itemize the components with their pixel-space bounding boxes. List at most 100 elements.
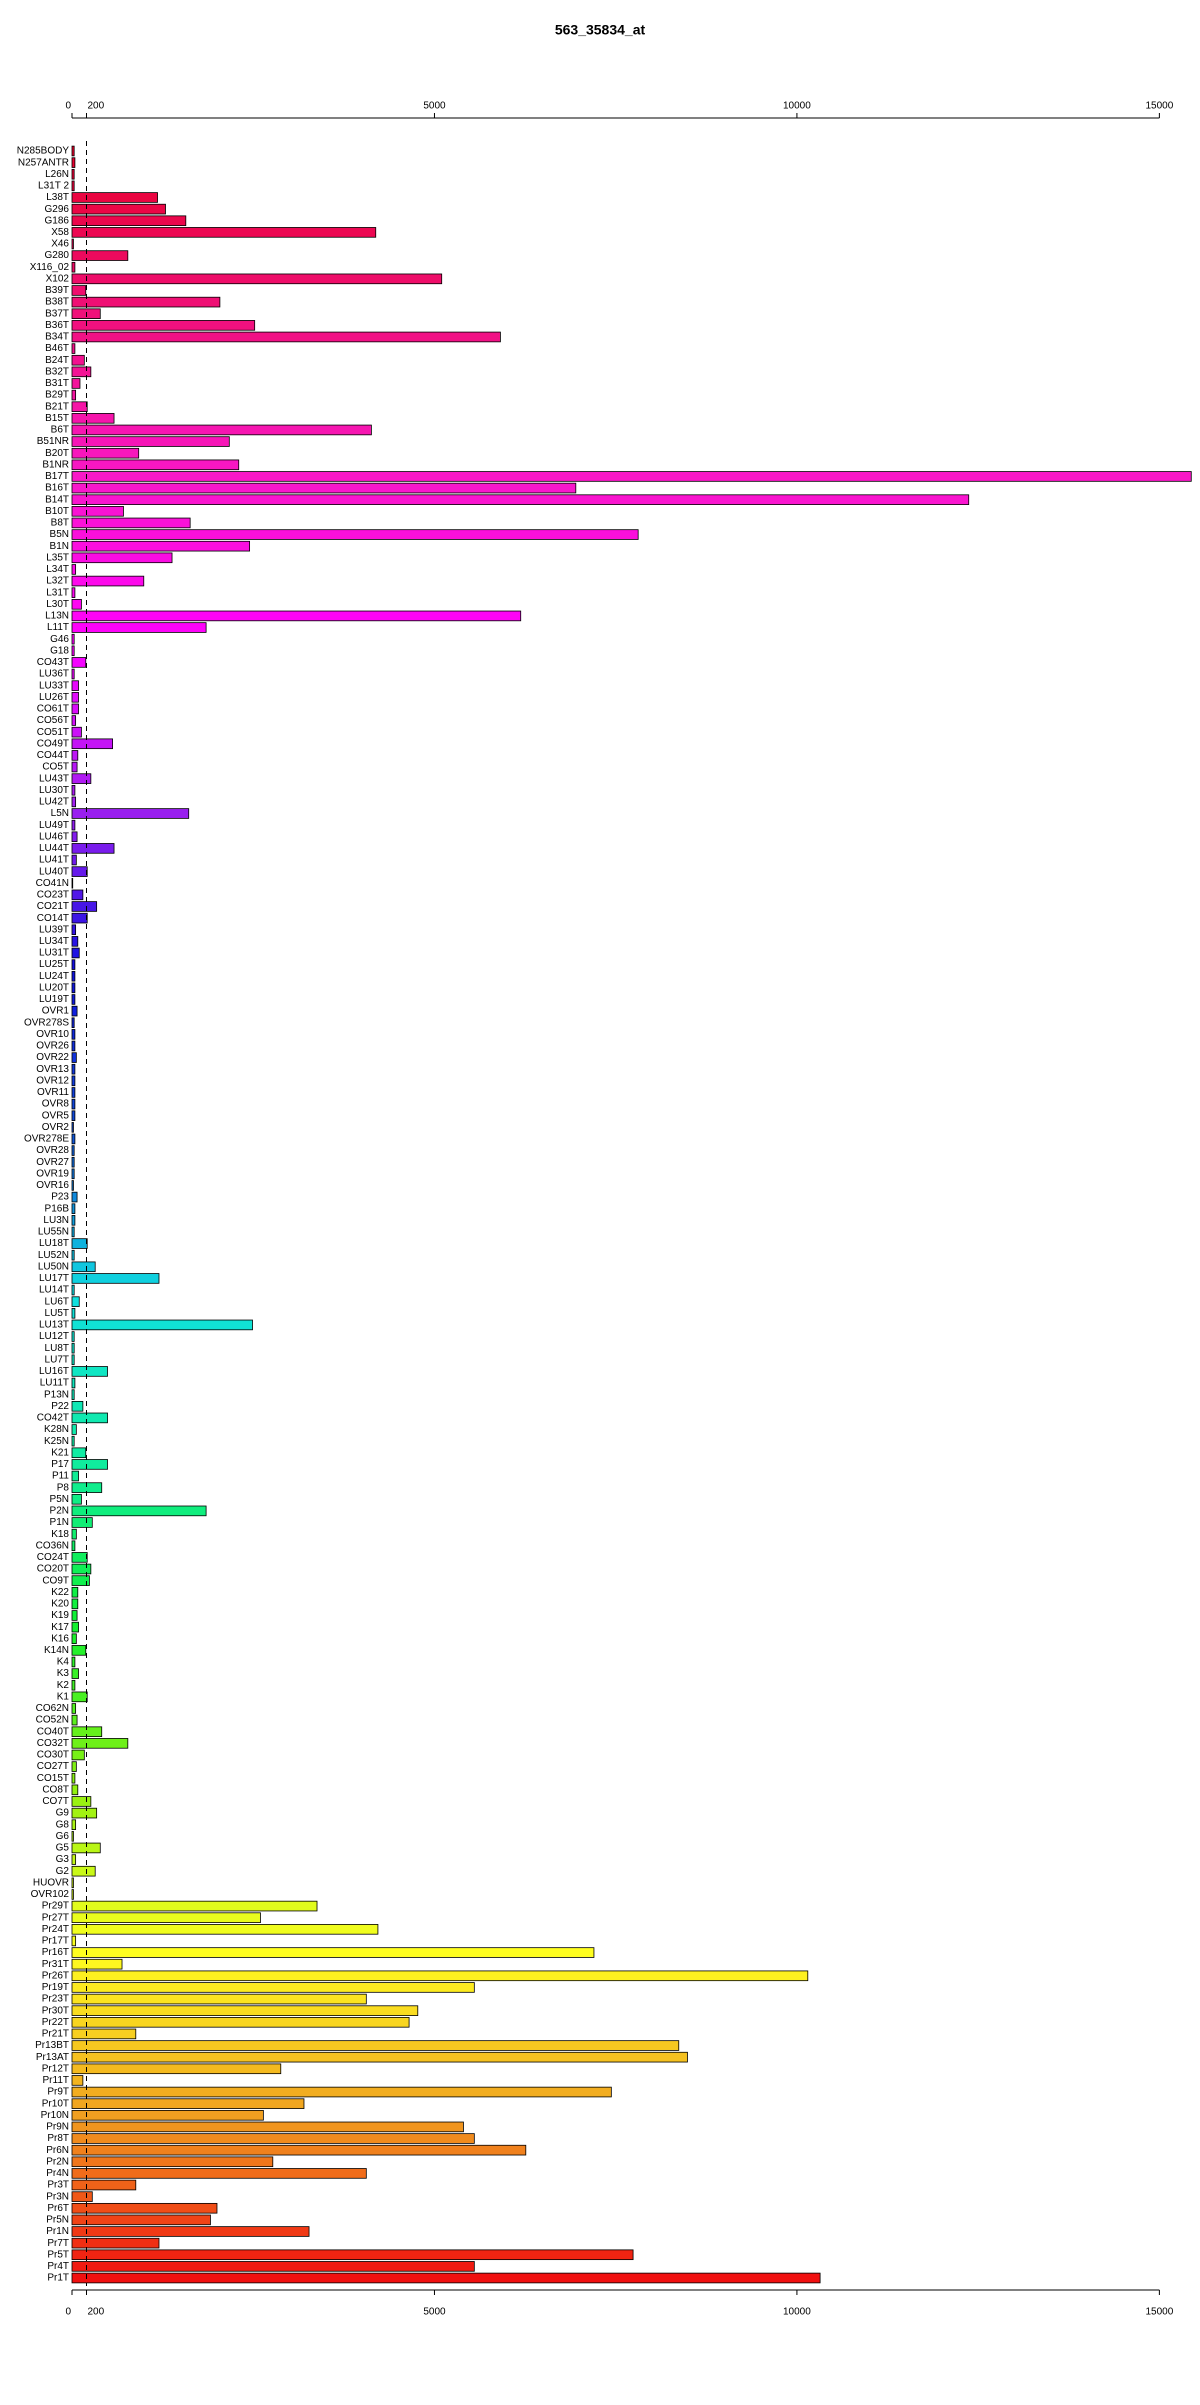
bar bbox=[71, 773, 92, 784]
y-tick-label: B5N bbox=[50, 529, 69, 540]
bar bbox=[71, 1819, 77, 1830]
y-tick-label: K25N bbox=[44, 1436, 69, 1447]
y-tick-label: L35T bbox=[46, 552, 69, 563]
y-tick-label: B37T bbox=[45, 308, 69, 319]
bar bbox=[71, 2133, 475, 2144]
bar bbox=[71, 1645, 87, 1656]
y-tick-label: X102 bbox=[46, 273, 70, 284]
bar bbox=[71, 1284, 75, 1296]
y-tick-label: Pr5N bbox=[46, 2215, 69, 2226]
y-tick-label: P2N bbox=[50, 1506, 69, 1517]
bar bbox=[71, 1029, 76, 1040]
y-tick-label: Pr1N bbox=[46, 2226, 69, 2237]
bar bbox=[71, 691, 79, 703]
y-tick-label: G46 bbox=[50, 634, 69, 645]
bar bbox=[71, 378, 81, 389]
bar bbox=[71, 494, 970, 505]
bar bbox=[71, 1947, 595, 1958]
y-tick-label: Pr13AT bbox=[36, 2052, 69, 2063]
y-tick-label: CO23T bbox=[37, 890, 69, 901]
bar bbox=[71, 1249, 75, 1261]
bar bbox=[71, 912, 88, 924]
y-tick-label: K19 bbox=[51, 1610, 69, 1621]
y-tick-label: K17 bbox=[51, 1622, 69, 1633]
bar bbox=[71, 1366, 108, 1377]
y-tick-label: CO51T bbox=[37, 727, 69, 738]
bar bbox=[71, 1168, 75, 1180]
y-tick-label: B46T bbox=[45, 343, 69, 354]
bar bbox=[71, 261, 76, 273]
y-tick-label: LU26T bbox=[39, 692, 69, 703]
y-tick-label: B16T bbox=[45, 483, 69, 494]
y-tick-label: Pr9N bbox=[46, 2122, 69, 2133]
y-tick-label: CO41N bbox=[36, 878, 69, 889]
bar bbox=[71, 1052, 77, 1063]
bar bbox=[71, 2214, 211, 2226]
bar bbox=[71, 517, 191, 529]
x-tick-label: 5000 bbox=[423, 2307, 446, 2318]
y-tick-label: Pr24T bbox=[42, 1924, 69, 1935]
y-tick-label: LU33T bbox=[39, 680, 69, 691]
y-tick-label: K16 bbox=[51, 1633, 69, 1644]
bar bbox=[71, 1005, 78, 1017]
y-tick-label: Pr10N bbox=[41, 2110, 69, 2121]
bar bbox=[71, 1238, 88, 1249]
bar bbox=[71, 1714, 78, 1726]
y-tick-label: LU3N bbox=[43, 1215, 69, 1226]
bar bbox=[71, 2051, 688, 2063]
bar bbox=[71, 936, 79, 947]
y-tick-label: K3 bbox=[57, 1668, 70, 1679]
bar bbox=[71, 784, 76, 796]
y-tick-label: LU13T bbox=[39, 1320, 69, 1331]
bar bbox=[71, 947, 80, 959]
bar bbox=[71, 657, 87, 668]
bar bbox=[71, 1493, 82, 1505]
bar bbox=[71, 1575, 90, 1586]
y-tick-label: LU16T bbox=[39, 1366, 69, 1377]
y-tick-label: CO40T bbox=[37, 1726, 69, 1737]
y-tick-label: L34T bbox=[46, 564, 69, 575]
y-tick-label: G280 bbox=[45, 250, 70, 261]
y-tick-label: B29T bbox=[45, 390, 69, 401]
y-tick-label: P1N bbox=[50, 1517, 69, 1528]
bar bbox=[71, 1784, 79, 1796]
bar bbox=[71, 157, 76, 168]
bar bbox=[71, 1063, 76, 1075]
bar bbox=[71, 424, 372, 436]
y-tick-label: K14N bbox=[44, 1645, 69, 1656]
bar bbox=[71, 1621, 79, 1633]
y-tick-label: B24T bbox=[45, 355, 69, 366]
bar bbox=[71, 1505, 207, 1517]
y-tick-label: Pr22T bbox=[42, 2017, 69, 2028]
bar bbox=[71, 819, 76, 831]
bar bbox=[71, 1412, 108, 1424]
y-tick-label: OVR2 bbox=[42, 1122, 70, 1133]
y-tick-label: LU7T bbox=[45, 1354, 69, 1365]
y-tick-label: K28N bbox=[44, 1424, 69, 1435]
y-tick-label: K1 bbox=[57, 1691, 70, 1702]
bar bbox=[71, 1215, 76, 1226]
y-tick-label: OVR28 bbox=[36, 1145, 69, 1156]
y-tick-label: CO7T bbox=[42, 1796, 69, 1807]
y-tick-label: LU6T bbox=[45, 1296, 69, 1307]
y-tick-label: Pr7T bbox=[47, 2238, 69, 2249]
y-tick-label: G8 bbox=[56, 1819, 70, 1830]
bar bbox=[71, 2028, 137, 2040]
y-tick-label: LU30T bbox=[39, 785, 69, 796]
y-tick-label: P5N bbox=[50, 1494, 69, 1505]
bar bbox=[71, 2017, 410, 2028]
bar bbox=[71, 564, 77, 575]
bar bbox=[71, 227, 377, 238]
bar bbox=[71, 1738, 129, 1749]
y-tick-label: CO5T bbox=[42, 762, 69, 773]
bar bbox=[71, 1133, 76, 1145]
y-tick-label: B21T bbox=[45, 401, 69, 412]
y-tick-label: LU50N bbox=[38, 1261, 69, 1272]
bar bbox=[71, 436, 230, 447]
y-tick-label: LU34T bbox=[39, 936, 69, 947]
bar bbox=[71, 1145, 75, 1156]
y-tick-label: OVR102 bbox=[31, 1889, 70, 1900]
bar bbox=[71, 2168, 367, 2179]
y-tick-label: Pr27T bbox=[42, 1912, 69, 1923]
